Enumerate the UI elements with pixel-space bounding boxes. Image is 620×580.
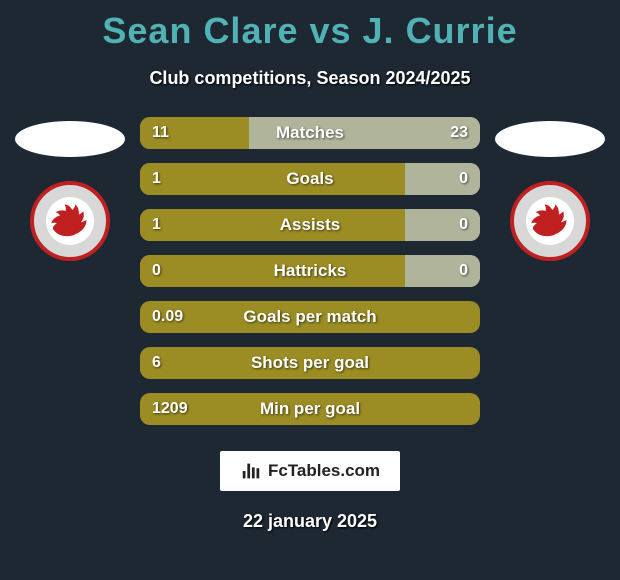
stat-bar: 1209 Min per goal	[140, 393, 480, 425]
stat-value-left: 1	[152, 170, 161, 188]
footer-brand-badge: FcTables.com	[220, 451, 400, 491]
page-subtitle: Club competitions, Season 2024/2025	[0, 68, 620, 89]
stat-bar: 11 23 Matches	[140, 117, 480, 149]
stat-bar: 0.09 Goals per match	[140, 301, 480, 333]
stat-value-right: 0	[459, 170, 468, 188]
dragon-icon	[528, 199, 572, 243]
stat-bars-container: 11 23 Matches 1 0 Goals 1 0 Assists 0 0 Hattricks 0.…	[140, 117, 480, 425]
stat-label: Shots per goal	[251, 353, 369, 373]
player-left-flag	[15, 121, 125, 157]
stat-bar-right-segment	[405, 163, 480, 195]
stat-bar: 1 0 Assists	[140, 209, 480, 241]
player-right-flag	[495, 121, 605, 157]
stat-bar-right-segment	[405, 209, 480, 241]
player-left-column	[10, 117, 130, 261]
stat-bar-right-segment	[405, 255, 480, 287]
stat-label: Matches	[276, 123, 344, 143]
comparison-row: 11 23 Matches 1 0 Goals 1 0 Assists 0 0 Hattricks 0.…	[0, 117, 620, 425]
player-right-column	[490, 117, 610, 261]
stat-label: Assists	[280, 215, 340, 235]
stat-value-left: 1209	[152, 400, 188, 418]
stat-label: Goals	[286, 169, 333, 189]
player-left-club-badge	[30, 181, 110, 261]
stat-label: Hattricks	[274, 261, 347, 281]
stat-value-left: 1	[152, 216, 161, 234]
stat-value-left: 6	[152, 354, 161, 372]
stat-value-left: 11	[152, 124, 169, 142]
footer-brand-text: FcTables.com	[268, 461, 380, 481]
stat-label: Min per goal	[260, 399, 360, 419]
stat-value-right: 0	[459, 262, 468, 280]
stat-bar: 1 0 Goals	[140, 163, 480, 195]
stat-bar-left-segment	[140, 255, 405, 287]
stat-bar-left-segment	[140, 163, 405, 195]
dragon-icon	[48, 199, 92, 243]
stat-value-right: 0	[459, 216, 468, 234]
stat-bar-left-segment	[140, 209, 405, 241]
stat-value-left: 0	[152, 262, 161, 280]
footer-date: 22 january 2025	[0, 511, 620, 532]
chart-icon	[240, 460, 262, 482]
stat-value-left: 0.09	[152, 308, 183, 326]
player-right-club-badge	[510, 181, 590, 261]
stat-bar: 0 0 Hattricks	[140, 255, 480, 287]
page-title: Sean Clare vs J. Currie	[0, 0, 620, 52]
stat-bar: 6 Shots per goal	[140, 347, 480, 379]
stat-value-right: 23	[450, 124, 468, 142]
stat-label: Goals per match	[243, 307, 376, 327]
